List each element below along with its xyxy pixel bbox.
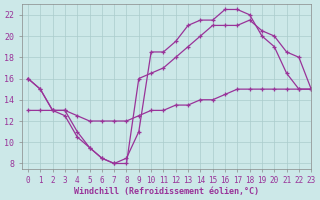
X-axis label: Windchill (Refroidissement éolien,°C): Windchill (Refroidissement éolien,°C) [74,187,259,196]
